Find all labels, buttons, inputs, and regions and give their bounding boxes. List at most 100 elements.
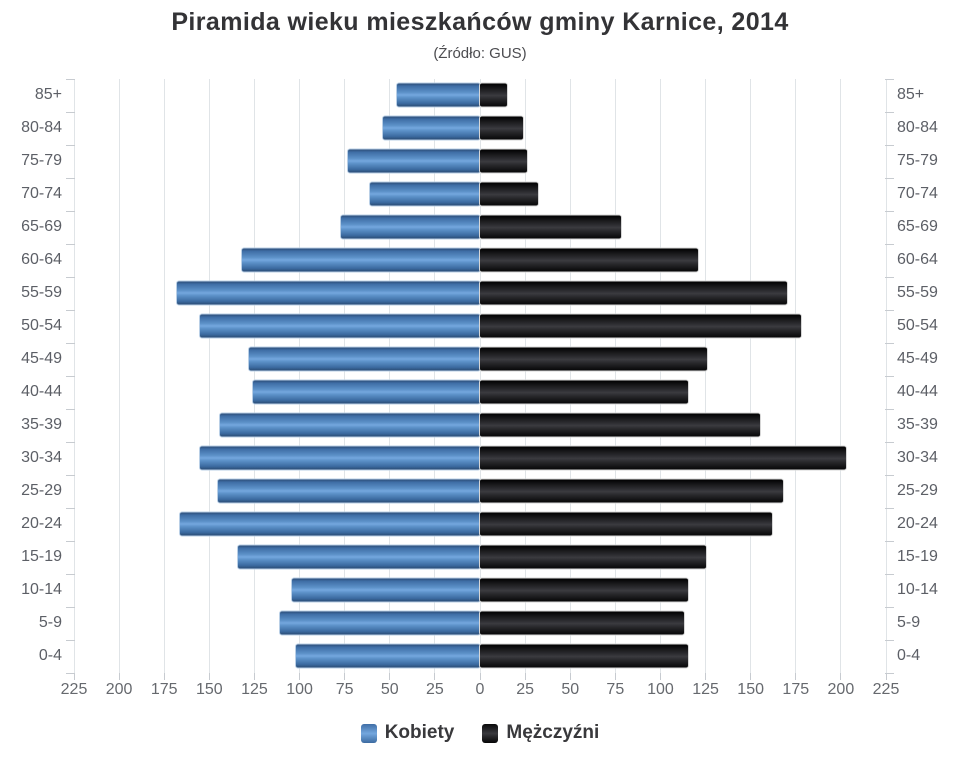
x-axis-label: 200 bbox=[827, 681, 855, 698]
pyramid-row bbox=[74, 442, 886, 475]
y-label-right-70-74: 70-74 bbox=[897, 185, 938, 203]
y-label-right-60-64: 60-64 bbox=[897, 251, 938, 269]
pyramid-row bbox=[74, 79, 886, 112]
pyramid-row bbox=[74, 607, 886, 640]
legend-item-men[interactable]: Mężczyźni bbox=[482, 722, 599, 744]
y-axis-tick-left bbox=[66, 639, 75, 641]
bar-women-10-14 bbox=[292, 578, 480, 602]
y-axis-tick-right bbox=[885, 342, 894, 344]
x-axis-tick bbox=[73, 673, 75, 680]
y-axis-tick-left bbox=[66, 210, 75, 212]
pyramid-row bbox=[74, 541, 886, 574]
y-label-right-5-9: 5-9 bbox=[897, 614, 921, 632]
bar-women-5-9 bbox=[279, 611, 480, 635]
bar-men-45-49 bbox=[480, 347, 708, 371]
y-axis-tick-left bbox=[66, 672, 75, 674]
bar-women-30-34 bbox=[200, 446, 480, 470]
x-axis-label: 25 bbox=[516, 681, 535, 698]
gridline bbox=[389, 79, 391, 673]
y-axis-tick-right bbox=[885, 441, 894, 443]
bar-women-35-39 bbox=[220, 413, 480, 437]
y-label-left-35-39: 35-39 bbox=[21, 416, 62, 434]
bar-women-75-79 bbox=[348, 149, 480, 173]
y-label-right-75-79: 75-79 bbox=[897, 152, 938, 170]
y-axis-tick-right bbox=[885, 144, 894, 146]
pyramid-row bbox=[74, 409, 886, 442]
gridline bbox=[705, 79, 707, 673]
y-axis-tick-right bbox=[885, 177, 894, 179]
pyramid-row bbox=[74, 310, 886, 343]
x-axis-label: 25 bbox=[425, 681, 444, 698]
chart-title: Piramida wieku mieszkańców gminy Karnice… bbox=[171, 8, 789, 36]
pyramid-row bbox=[74, 145, 886, 178]
bar-women-20-24 bbox=[180, 512, 480, 536]
legend-item-women[interactable]: Kobiety bbox=[360, 722, 454, 744]
x-axis-label: 50 bbox=[561, 681, 580, 698]
bar-men-15-19 bbox=[480, 545, 706, 569]
y-label-left-15-19: 15-19 bbox=[21, 548, 62, 566]
x-axis-label: 225 bbox=[60, 681, 88, 698]
bar-men-5-9 bbox=[480, 611, 684, 635]
y-axis-tick-right bbox=[885, 573, 894, 575]
bar-men-35-39 bbox=[480, 413, 760, 437]
pyramid-row bbox=[74, 178, 886, 211]
y-axis-tick-right bbox=[885, 606, 894, 608]
x-axis-label: 175 bbox=[782, 681, 810, 698]
bar-women-45-49 bbox=[249, 347, 480, 371]
y-axis-tick-right bbox=[885, 672, 894, 674]
y-label-left-70-74: 70-74 bbox=[21, 185, 62, 203]
y-label-left-50-54: 50-54 bbox=[21, 317, 62, 335]
x-axis-tick bbox=[118, 673, 120, 680]
y-label-right-55-59: 55-59 bbox=[897, 284, 938, 302]
x-axis-tick bbox=[885, 673, 887, 680]
chart-subtitle: (Źródło: GUS) bbox=[433, 45, 527, 62]
gridline bbox=[479, 79, 481, 673]
bar-men-80-84 bbox=[480, 116, 524, 140]
bar-men-50-54 bbox=[480, 314, 802, 338]
y-axis-tick-left bbox=[66, 573, 75, 575]
x-axis-tick bbox=[389, 673, 391, 680]
y-label-left-25-29: 25-29 bbox=[21, 482, 62, 500]
x-axis-label: 175 bbox=[150, 681, 178, 698]
y-label-left-75-79: 75-79 bbox=[21, 152, 62, 170]
y-label-left-0-4: 0-4 bbox=[38, 647, 62, 665]
x-axis-tick bbox=[524, 673, 526, 680]
gridline bbox=[208, 79, 210, 673]
y-axis-tick-left bbox=[66, 243, 75, 245]
y-label-left-55-59: 55-59 bbox=[21, 284, 62, 302]
y-label-right-15-19: 15-19 bbox=[897, 548, 938, 566]
pyramid-row bbox=[74, 211, 886, 244]
y-axis-tick-right bbox=[885, 78, 894, 80]
gridline bbox=[118, 79, 120, 673]
legend: Kobiety Mężczyźni bbox=[0, 722, 960, 744]
x-axis-label: 75 bbox=[335, 681, 354, 698]
bar-men-70-74 bbox=[480, 182, 538, 206]
pyramid-row bbox=[74, 574, 886, 607]
y-axis-tick-left bbox=[66, 606, 75, 608]
bar-women-50-54 bbox=[200, 314, 480, 338]
y-axis-tick-left bbox=[66, 144, 75, 146]
bar-men-0-4 bbox=[480, 644, 688, 668]
gridline bbox=[840, 79, 842, 673]
x-axis-tick bbox=[614, 673, 616, 680]
bar-women-0-4 bbox=[295, 644, 480, 668]
y-axis-tick-left bbox=[66, 507, 75, 509]
y-axis-tick-left bbox=[66, 309, 75, 311]
bar-men-25-29 bbox=[480, 479, 784, 503]
bar-men-75-79 bbox=[480, 149, 527, 173]
y-label-left-20-24: 20-24 bbox=[21, 515, 62, 533]
bar-women-60-64 bbox=[241, 248, 480, 272]
y-axis-tick-left bbox=[66, 408, 75, 410]
men-series-swatch-icon bbox=[482, 723, 499, 743]
bar-men-85+ bbox=[480, 83, 508, 107]
x-axis-tick bbox=[750, 673, 752, 680]
bar-men-55-59 bbox=[480, 281, 787, 305]
bar-women-70-74 bbox=[369, 182, 480, 206]
y-axis-tick-right bbox=[885, 375, 894, 377]
bar-men-30-34 bbox=[480, 446, 847, 470]
y-axis-tick-right bbox=[885, 408, 894, 410]
x-axis-tick bbox=[840, 673, 842, 680]
bar-men-10-14 bbox=[480, 578, 688, 602]
bar-women-65-69 bbox=[341, 215, 480, 239]
x-axis-tick bbox=[569, 673, 571, 680]
